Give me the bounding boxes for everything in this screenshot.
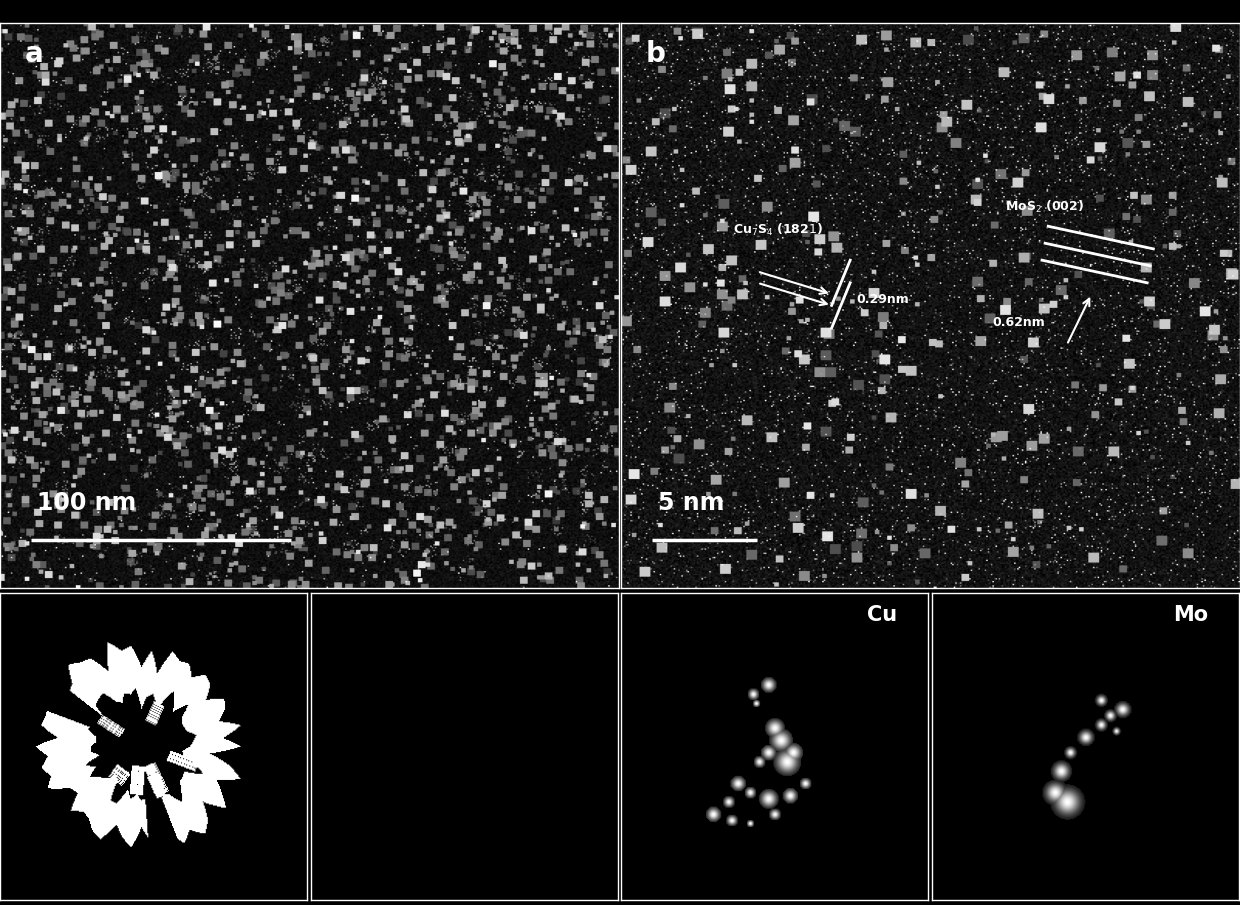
Text: MoS$_2$ (002): MoS$_2$ (002) (1004, 199, 1084, 214)
Text: 100 nm: 100 nm (37, 491, 136, 515)
Text: Mo: Mo (1173, 605, 1208, 625)
Text: 5 nm: 5 nm (658, 491, 724, 515)
Text: 0.29nm: 0.29nm (857, 293, 909, 306)
Text: b: b (646, 40, 666, 68)
Text: Cu: Cu (867, 605, 898, 625)
Text: a: a (25, 40, 43, 68)
Text: 0.62nm: 0.62nm (992, 316, 1045, 329)
Text: Cu$_7$S$_4$ (182$\bar{1}$): Cu$_7$S$_4$ (182$\bar{1}$) (733, 220, 822, 237)
